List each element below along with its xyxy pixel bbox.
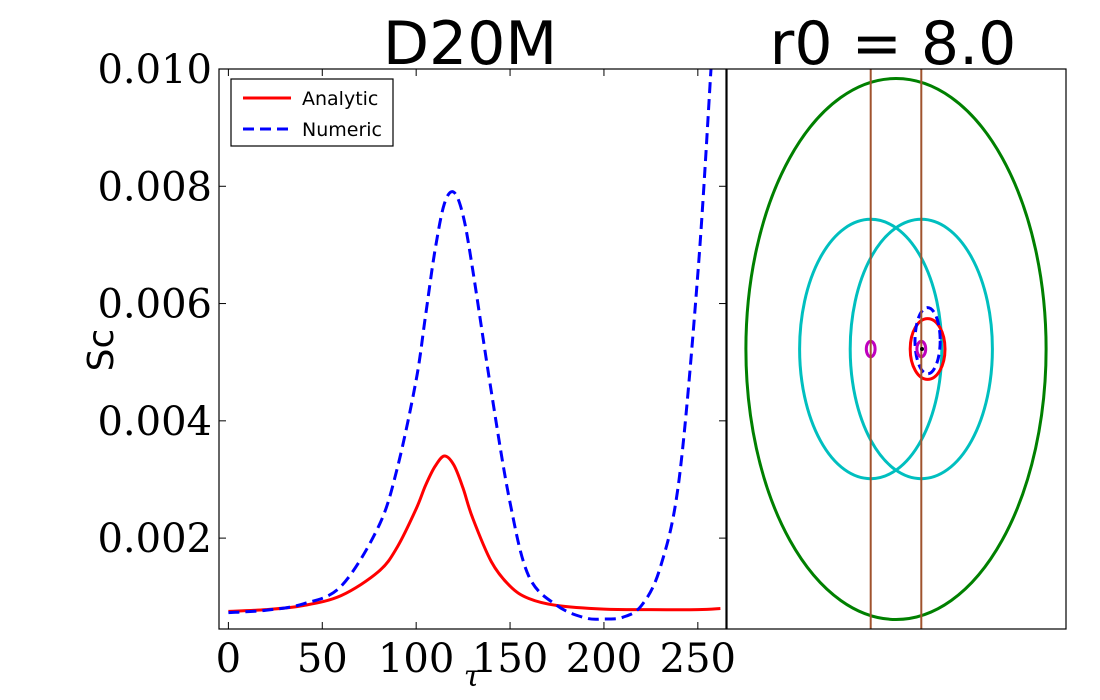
legend-label-numeric: Numeric xyxy=(302,119,382,141)
center-dot xyxy=(920,347,924,351)
right-plot: r0 = 8.0 xyxy=(726,9,1067,630)
y-axis-label: Sc xyxy=(81,329,122,372)
y-tick-label-0: 0.002 xyxy=(97,516,212,562)
legend: Analytic Numeric xyxy=(230,78,394,147)
y-tick-label-2: 0.006 xyxy=(97,282,212,328)
right-plot-frame xyxy=(726,68,1067,630)
series-line-numeric xyxy=(228,68,713,621)
x-tick-label-250: 250 xyxy=(660,636,736,682)
y-tick-label-1: 0.004 xyxy=(97,399,212,445)
x-axis-label: τ xyxy=(464,659,481,694)
y-tick-label-3: 0.008 xyxy=(97,164,212,210)
legend-box xyxy=(230,78,394,147)
right-shapes-layer xyxy=(744,69,1048,629)
legend-label-analytic: Analytic xyxy=(302,88,378,110)
x-tick-label-50: 50 xyxy=(297,636,348,682)
left-grid-marks: 0 50 100 150 200 250 0.002 0.004 0.006 0.008 0.010 xyxy=(97,47,736,682)
left-chart-title: D20M xyxy=(383,9,557,79)
blue-dashed-ellipse xyxy=(913,306,942,376)
left-series-layer xyxy=(228,68,721,621)
green-ellipse xyxy=(744,77,1048,621)
x-tick-label-150: 150 xyxy=(472,636,548,682)
left-plot-frame xyxy=(218,68,727,630)
y-tick-label-4: 0.010 xyxy=(97,47,212,93)
x-tick-label-0: 0 xyxy=(216,636,241,682)
series-line-analytic xyxy=(228,454,721,613)
x-tick-label-100: 100 xyxy=(378,636,454,682)
right-chart-title: r0 = 8.0 xyxy=(770,9,1017,79)
x-tick-label-200: 200 xyxy=(566,636,642,682)
left-plot: 0 50 100 150 200 250 0.002 0.004 0.006 0.008 0.010… xyxy=(81,9,736,694)
red-ellipse xyxy=(908,317,947,381)
